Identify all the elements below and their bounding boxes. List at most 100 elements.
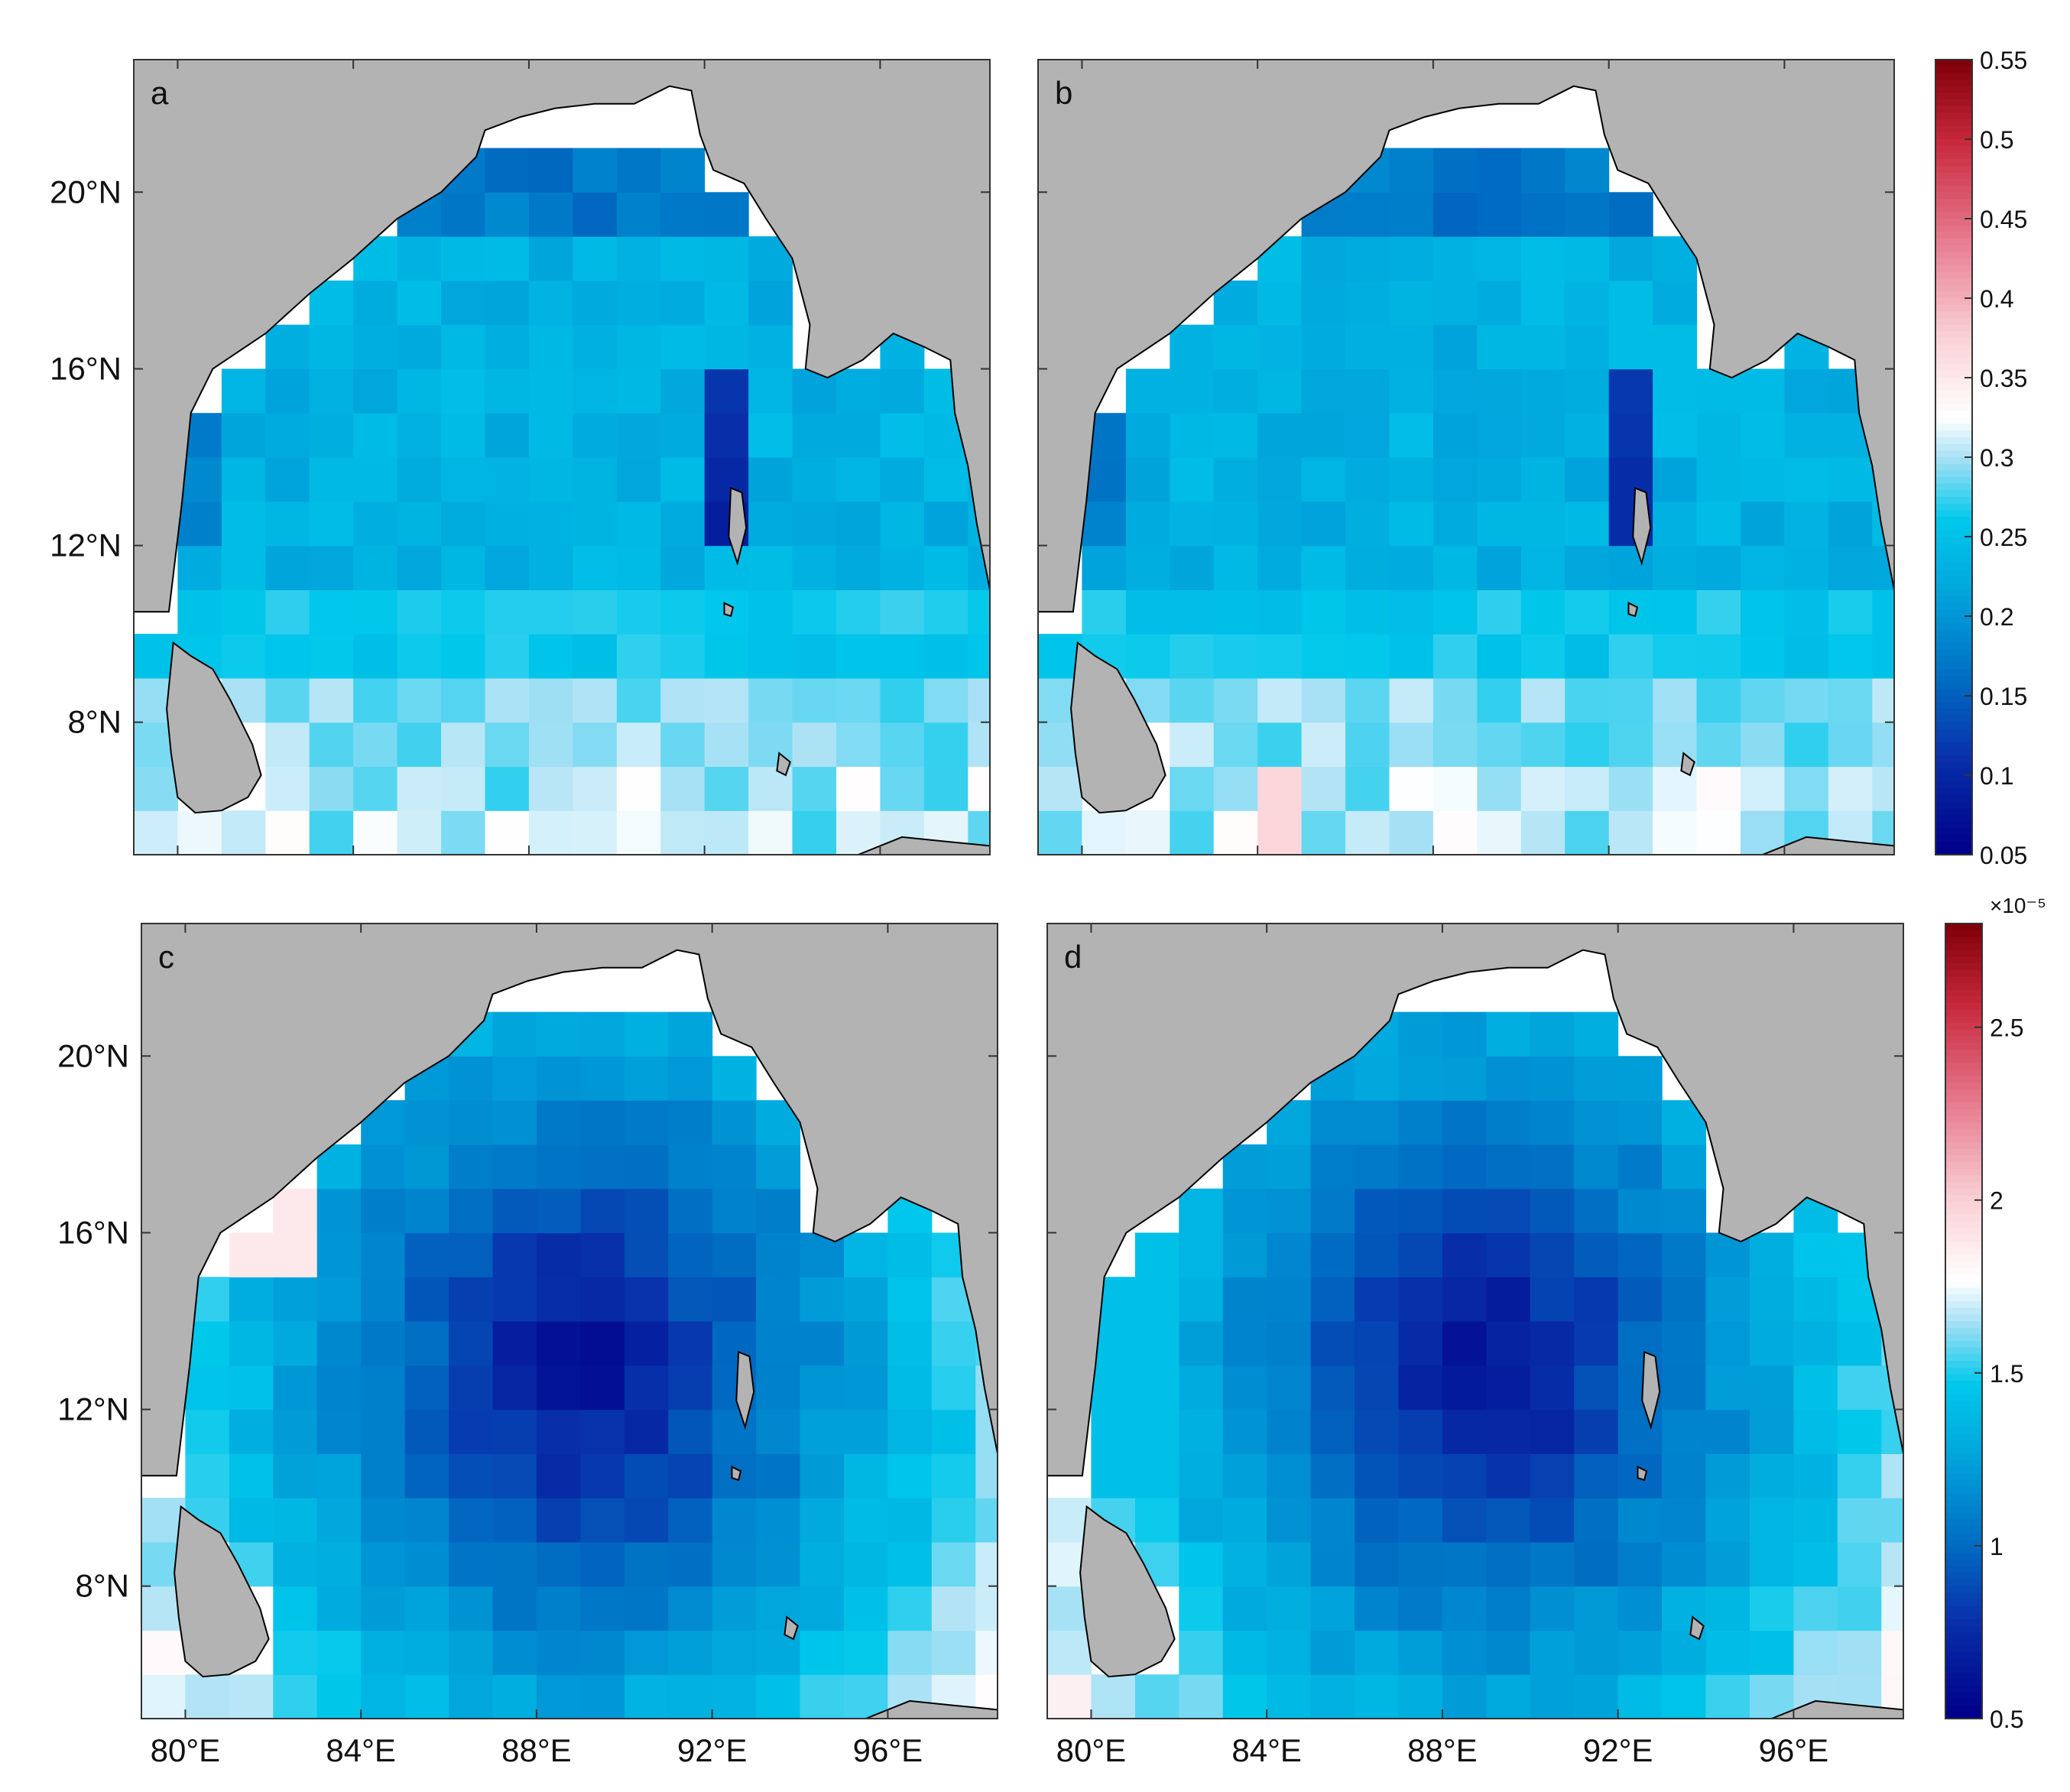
heatmap-cell: [704, 810, 749, 855]
lon-tick-label: 96°E: [1759, 1732, 1829, 1768]
heatmap-cell: [1705, 1453, 1750, 1498]
colorbar-swatch: [1945, 1440, 1982, 1448]
heatmap-cell: [1784, 368, 1829, 414]
lat-tick-label: 16°N: [57, 1214, 129, 1250]
heatmap-cell: [844, 1232, 888, 1277]
colorbar-swatch: [1935, 676, 1972, 683]
heatmap-cell: [221, 368, 266, 414]
heatmap-cell: [1170, 677, 1215, 723]
heatmap-cell: [1355, 1100, 1400, 1145]
heatmap-cell: [1574, 1365, 1619, 1411]
heatmap-cell: [660, 413, 706, 458]
sri-lanka-land: [1079, 1505, 1176, 1678]
heatmap-cell: [229, 1409, 274, 1454]
heatmap-cell: [660, 148, 706, 193]
heatmap-cell: [616, 192, 661, 237]
heatmap-cell: [1828, 545, 1873, 590]
heatmap-cell: [1170, 766, 1215, 811]
colorbar-swatch: [1935, 99, 1972, 107]
colorbar-swatch: [1935, 378, 1972, 385]
heatmap-cell: [836, 722, 881, 768]
colorbar-swatch: [1935, 761, 1972, 770]
heatmap-cell: [316, 1188, 362, 1234]
colorbar-swatch: [1945, 943, 1982, 951]
heatmap-cell: [1355, 1586, 1400, 1631]
colorbar-swatch: [1945, 1361, 1982, 1368]
lon-tick-label: 88°E: [501, 1732, 572, 1768]
heatmap-cell: [1608, 766, 1653, 811]
heatmap-cell: [975, 1498, 998, 1543]
heatmap-cell: [1828, 677, 1873, 723]
heatmap-cell: [844, 1674, 888, 1719]
heatmap-cell: [221, 413, 266, 458]
heatmap-cell: [1617, 1100, 1663, 1145]
colorbar-swatch: [1935, 530, 1972, 537]
colorbar-swatch: [1945, 1513, 1982, 1521]
heatmap-cell: [361, 1586, 406, 1631]
heatmap-cell: [1398, 1321, 1443, 1366]
panel-label: d: [1064, 939, 1082, 975]
heatmap-cell: [1310, 1453, 1355, 1498]
colorbar-swatch: [1935, 159, 1972, 167]
colorbar-swatch: [1945, 1016, 1982, 1024]
panel-frame: [133, 59, 991, 855]
heatmap-cell: [1442, 1056, 1487, 1101]
colorbar-swatch: [1945, 1023, 1982, 1031]
heatmap-cell: [800, 1674, 845, 1719]
heatmap-cell: [185, 1365, 230, 1411]
colorbar-tick-label: 0.55: [1980, 47, 2027, 74]
colorbar-swatch: [1945, 1148, 1982, 1157]
heatmap-cell: [1442, 1277, 1487, 1322]
heatmap-cell: [1442, 1365, 1487, 1411]
colorbar-swatch: [1945, 1401, 1982, 1408]
colorbar-swatch: [1945, 963, 1982, 971]
colorbar-swatch: [1945, 1625, 1982, 1634]
heatmap-cell: [492, 1674, 537, 1719]
heatmap-cell: [616, 766, 661, 811]
heatmap-cell: [316, 1498, 362, 1543]
colorbar-swatch: [1935, 781, 1972, 790]
heatmap-cell: [1617, 1188, 1663, 1234]
heatmap-cell: [1310, 1188, 1355, 1234]
heatmap-cell: [1125, 634, 1170, 679]
heatmap-cell: [1750, 1232, 1794, 1277]
heatmap-cell: [1530, 1144, 1575, 1190]
heatmap-cell: [1257, 766, 1303, 811]
colorbar-swatch: [1935, 152, 1972, 160]
heatmap-cell: [1213, 722, 1258, 768]
colorbar-swatch: [1945, 1407, 1982, 1415]
heatmap-cell: [1837, 1541, 1882, 1587]
heatmap-cell: [712, 1674, 757, 1719]
heatmap-cell: [1696, 722, 1741, 768]
heatmap-cell: [880, 634, 925, 679]
heatmap-cell: [353, 501, 398, 547]
colorbar-swatch: [1945, 969, 1982, 978]
heatmap-cell: [1653, 413, 1698, 458]
heatmap-cell: [1477, 236, 1522, 281]
colorbar-tick-label: 0.1: [1980, 762, 2013, 790]
colorbar-swatch: [1945, 1466, 1982, 1475]
colorbar-swatch: [1945, 1188, 1982, 1196]
heatmap-cell: [1179, 1365, 1224, 1411]
heatmap-cell: [1520, 324, 1565, 370]
heatmap-cell: [1355, 1277, 1400, 1322]
heatmap-cell: [1565, 589, 1610, 635]
colorbar-swatch: [1935, 669, 1972, 677]
heatmap-cell: [1565, 722, 1610, 768]
heatmap-cell: [660, 501, 706, 547]
heatmap-cell: [668, 1100, 713, 1145]
heatmap-cell: [1179, 1321, 1224, 1366]
heatmap-cell: [1565, 810, 1610, 855]
heatmap-cell: [748, 324, 793, 370]
heatmap-cell: [836, 501, 881, 547]
heatmap-cell: [1881, 1453, 1903, 1498]
colorbar-swatch: [1935, 252, 1972, 259]
colorbar-swatch: [1935, 543, 1972, 551]
heatmap-cell: [361, 1541, 406, 1587]
heatmap-cell: [836, 810, 881, 855]
colorbar-swatch: [1935, 801, 1972, 810]
heatmap-cell: [273, 1321, 318, 1366]
heatmap-cell: [1082, 501, 1127, 547]
heatmap-cell: [1398, 1056, 1443, 1101]
heatmap-cell: [624, 1100, 669, 1145]
